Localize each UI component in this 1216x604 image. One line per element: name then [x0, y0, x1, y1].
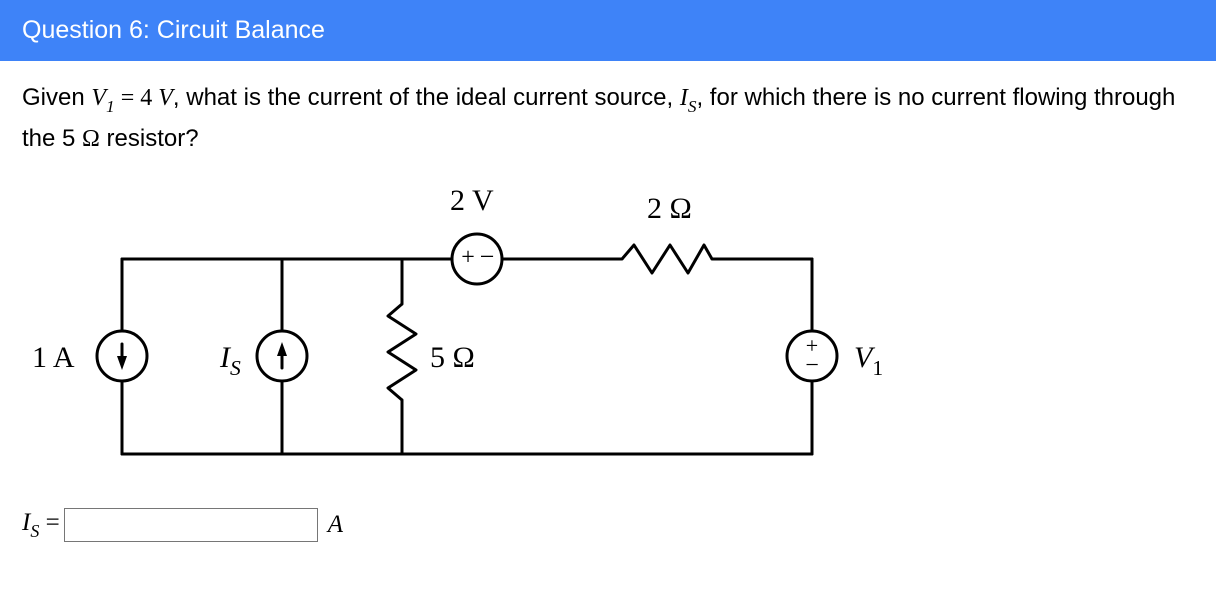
- answer-row: IS = A: [22, 508, 1216, 542]
- prompt-text-4: resistor?: [100, 125, 199, 152]
- svg-text:−: −: [480, 242, 495, 271]
- label-2v-text: 2 V: [450, 184, 494, 217]
- answer-lhs: IS =: [22, 509, 60, 541]
- answer-input[interactable]: [64, 508, 318, 542]
- prompt-is: IS: [680, 85, 697, 111]
- svg-text:+: +: [461, 244, 475, 270]
- prompt-v1: V1: [91, 85, 114, 111]
- label-5ohm: 5 Ω: [430, 341, 475, 375]
- label-1a: 1 A: [32, 341, 75, 375]
- svg-text:−: −: [805, 352, 819, 378]
- circuit-diagram: +−+− 1 A IS 5 Ω 2 V 2 Ω V1: [22, 184, 922, 484]
- label-v1: V1: [854, 341, 883, 380]
- prompt-text-1: Given: [22, 84, 91, 111]
- prompt-ohm: Ω: [82, 126, 100, 152]
- label-1a-text: 1 A: [32, 341, 75, 374]
- prompt-v1-sub: 1: [106, 97, 115, 116]
- prompt-v1-eq: = 4: [115, 85, 153, 111]
- question-prompt: Given V1 = 4 V, what is the current of t…: [0, 61, 1216, 164]
- prompt-is-sym: I: [680, 85, 688, 111]
- prompt-text-2: , what is the current of the ideal curre…: [173, 84, 680, 111]
- label-is: IS: [220, 341, 241, 380]
- answer-unit: A: [328, 511, 343, 539]
- answer-lhs-sub: S: [30, 521, 39, 541]
- question-title: Question 6: Circuit Balance: [22, 16, 325, 44]
- answer-eq: =: [39, 509, 59, 536]
- prompt-v1-sym: V: [91, 85, 106, 111]
- label-5ohm-text: 5 Ω: [430, 341, 475, 374]
- label-is-sub: S: [230, 356, 241, 380]
- label-2ohm-text: 2 Ω: [647, 192, 692, 225]
- prompt-is-sub: S: [688, 97, 697, 116]
- label-is-sym: I: [220, 341, 230, 374]
- label-v1-sym: V: [854, 341, 872, 374]
- label-2v: 2 V: [450, 184, 494, 218]
- prompt-v1-unit: V: [152, 85, 173, 111]
- question-header: Question 6: Circuit Balance: [0, 0, 1216, 61]
- label-2ohm: 2 Ω: [647, 192, 692, 226]
- circuit-svg: +−+−: [22, 184, 922, 484]
- label-v1-sub: 1: [872, 356, 883, 380]
